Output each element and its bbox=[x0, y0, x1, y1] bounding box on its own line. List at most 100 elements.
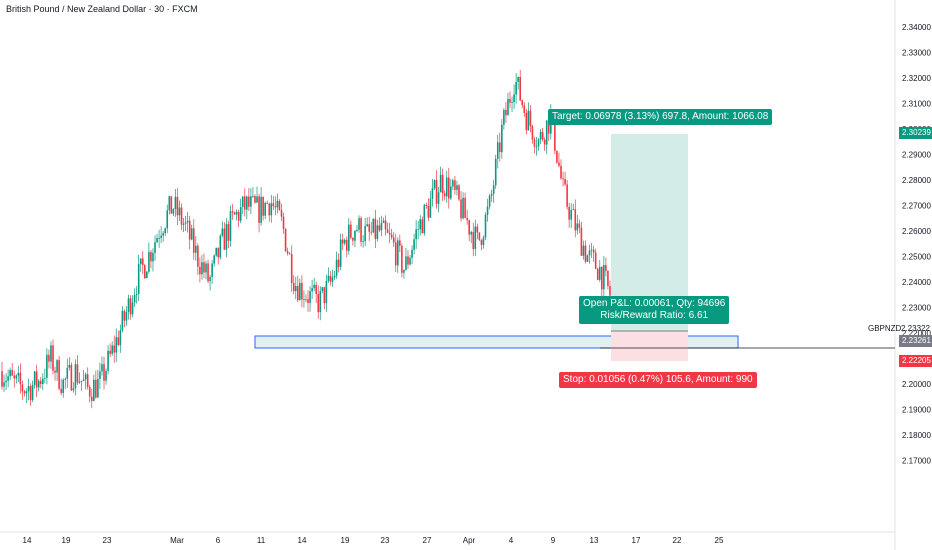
candle-body bbox=[360, 218, 362, 242]
candle-body bbox=[278, 200, 281, 211]
candle-body bbox=[290, 254, 293, 283]
date-tick-label: 23 bbox=[381, 536, 390, 545]
candle-body bbox=[376, 225, 379, 239]
candle-body bbox=[421, 219, 424, 234]
candle-body bbox=[231, 211, 234, 213]
candle-body bbox=[294, 286, 297, 292]
candle-body bbox=[345, 239, 348, 251]
candle-body bbox=[339, 239, 342, 267]
price-tick-label: 2.27000 bbox=[902, 202, 931, 211]
candle-body bbox=[44, 377, 46, 379]
candle-body bbox=[82, 379, 85, 381]
candle-body bbox=[152, 252, 154, 262]
candle-body bbox=[201, 262, 203, 275]
candle-body bbox=[113, 345, 116, 353]
candle-body bbox=[42, 378, 44, 385]
candle-body bbox=[607, 270, 609, 286]
candle-body bbox=[419, 219, 422, 230]
candle-body bbox=[25, 391, 28, 394]
price-tick-label: 2.29000 bbox=[902, 151, 931, 160]
candle-body bbox=[11, 370, 14, 376]
date-tick-label: Apr bbox=[463, 536, 476, 545]
candle-body bbox=[352, 237, 354, 241]
candle-body bbox=[570, 210, 572, 220]
current-price-tag: 2.23261 bbox=[899, 335, 932, 347]
candle-body bbox=[372, 218, 375, 233]
candle-body bbox=[321, 287, 324, 291]
candle-body bbox=[19, 372, 22, 385]
candle-body bbox=[248, 196, 250, 207]
candle-body bbox=[60, 388, 62, 394]
stop-label: Stop: 0.01056 (0.47%) 105.6, Amount: 990 bbox=[559, 372, 757, 388]
candle-body bbox=[180, 207, 183, 225]
candle-body bbox=[317, 294, 320, 313]
candle-body bbox=[425, 204, 428, 206]
candle-body bbox=[37, 380, 40, 388]
candle-body bbox=[386, 229, 389, 233]
candle-body bbox=[292, 282, 295, 292]
candle-body bbox=[560, 165, 562, 179]
candle-body bbox=[39, 380, 42, 385]
candle-body bbox=[284, 228, 287, 252]
candle-body bbox=[270, 203, 273, 216]
candle-body bbox=[374, 218, 377, 239]
candle-body bbox=[413, 239, 415, 250]
candle-body bbox=[554, 114, 556, 151]
candle-body bbox=[121, 311, 124, 331]
candle-body bbox=[211, 263, 213, 278]
candle-body bbox=[225, 224, 228, 250]
candle-body bbox=[443, 193, 446, 197]
candle-body bbox=[423, 204, 426, 234]
candle-body bbox=[547, 120, 550, 134]
date-tick-label: 19 bbox=[62, 536, 71, 545]
date-tick-label: 17 bbox=[632, 536, 641, 545]
candle-body bbox=[137, 264, 140, 295]
candle-body bbox=[503, 109, 505, 125]
candle-body bbox=[115, 337, 118, 353]
candle-body bbox=[103, 364, 105, 381]
candle-body bbox=[86, 374, 89, 387]
candle-body bbox=[199, 266, 201, 275]
candle-body bbox=[584, 245, 587, 262]
price-tick-label: 2.17000 bbox=[902, 457, 931, 466]
candle-body bbox=[452, 180, 454, 187]
candle-body bbox=[158, 237, 160, 239]
candle-body bbox=[192, 228, 195, 253]
candle-body bbox=[237, 211, 240, 221]
candle-body bbox=[568, 206, 570, 220]
candle-body bbox=[474, 226, 477, 249]
candle-body bbox=[107, 350, 109, 371]
candle-body bbox=[174, 196, 177, 210]
candle-body bbox=[399, 240, 401, 246]
candle-body bbox=[141, 258, 144, 266]
candle-body bbox=[460, 199, 462, 219]
candle-body bbox=[154, 242, 156, 253]
price-tick-label: 2.23000 bbox=[902, 304, 931, 313]
candle-body bbox=[150, 252, 152, 262]
candle-body bbox=[66, 367, 69, 379]
candle-body bbox=[313, 284, 315, 289]
date-tick-label: 13 bbox=[590, 536, 599, 545]
candle-body bbox=[129, 298, 132, 315]
candle-body bbox=[282, 216, 285, 229]
candle-body bbox=[378, 225, 381, 231]
candle-body bbox=[586, 255, 589, 262]
candle-body bbox=[411, 249, 413, 258]
candle-body bbox=[311, 288, 313, 292]
last-price-text: 2.23322 bbox=[901, 324, 930, 333]
candle-body bbox=[562, 178, 564, 180]
candle-body bbox=[494, 158, 497, 186]
candle-body bbox=[221, 228, 224, 236]
candle-body bbox=[7, 376, 9, 381]
candle-body bbox=[303, 299, 305, 301]
stop-area[interactable] bbox=[611, 331, 688, 361]
candle-body bbox=[600, 266, 603, 290]
candle-body bbox=[13, 375, 16, 379]
candle-body bbox=[445, 177, 448, 197]
candle-body bbox=[301, 282, 303, 300]
candle-body bbox=[515, 81, 517, 95]
candle-body bbox=[531, 125, 534, 140]
candle-body bbox=[131, 302, 134, 315]
candle-body bbox=[184, 222, 187, 224]
